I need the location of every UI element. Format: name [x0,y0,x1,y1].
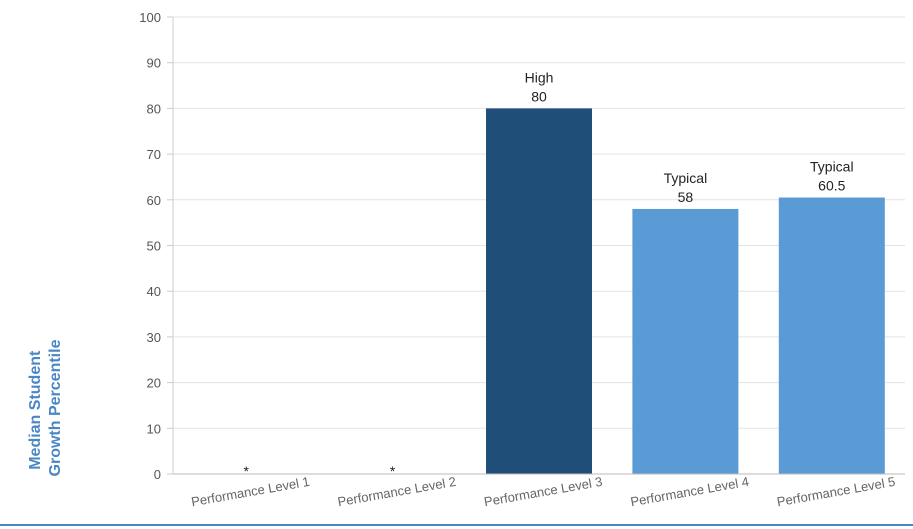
data-label-3-line-2: 80 [531,88,547,104]
y-tick-label: 80 [147,101,161,116]
data-label-4-line-2: 58 [678,189,694,205]
x-axis-labels: Performance Level 1 Performance Level 2 Pe… [190,474,896,510]
y-tick-label: 70 [147,147,161,162]
y-tick-label: 60 [147,193,161,208]
y-tick-label: 10 [147,421,161,436]
bar-3 [486,108,592,475]
x-tick-label: Performance Level 3 [483,474,604,510]
x-tick-label: Performance Level 5 [776,474,897,510]
data-label-2-line-1: * [390,463,396,479]
x-tick-label: Performance Level 4 [629,474,750,510]
y-axis-title: Median Student Growth Percentile [27,339,64,476]
y-tick-label: 0 [154,467,161,482]
data-label-1-line-1: * [243,463,249,479]
data-label-3-line-1: High [525,69,554,85]
y-tick-label: 40 [147,284,161,299]
data-labels: * * High 80 Typical 58 Typical 60.5 [243,69,853,479]
y-tick-label: 30 [147,330,161,345]
bar-4 [632,208,739,474]
x-tick-label: Performance Level 1 [190,474,311,510]
x-tick-label: Performance Level 2 [336,474,457,510]
y-axis-title-line-2: Growth Percentile [47,339,64,476]
y-tick-label: 100 [139,10,161,25]
y-axis-title-line-1: Median Student [27,350,44,470]
y-tick-label: 50 [147,239,161,254]
data-label-5-line-2: 60.5 [818,178,845,194]
data-label-4-line-1: Typical [664,170,708,186]
y-tick-label: 90 [147,56,161,71]
bar-5 [778,197,885,474]
data-label-5-line-1: Typical [810,159,854,175]
y-axis-ticks: 0 10 20 30 40 50 60 70 80 90 100 [139,10,173,482]
y-tick-label: 20 [147,376,161,391]
bars [486,108,885,475]
